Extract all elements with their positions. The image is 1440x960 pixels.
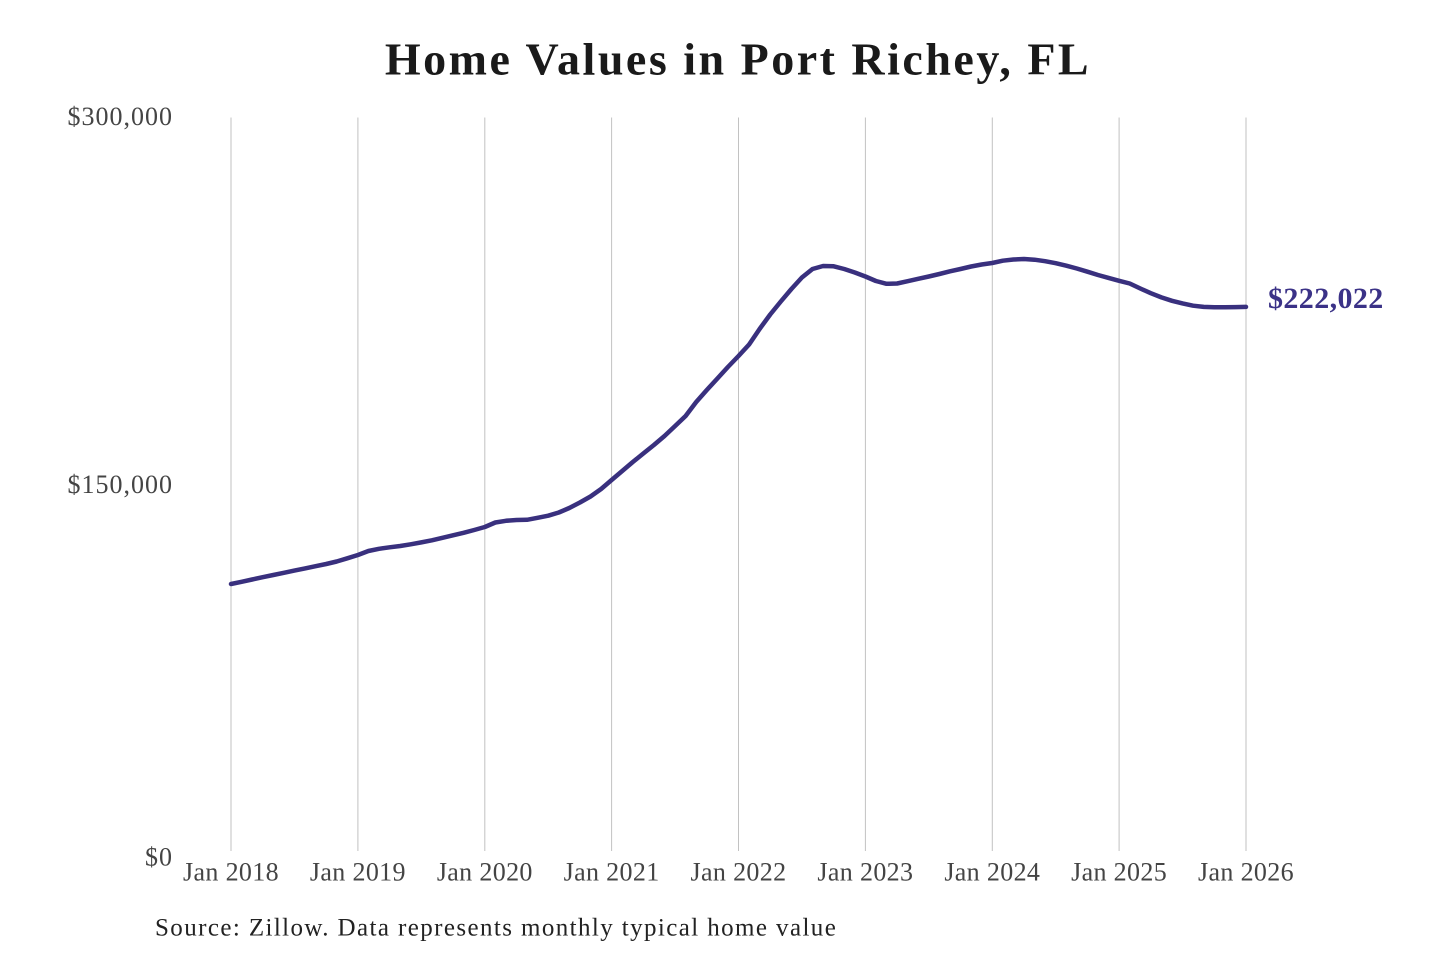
svg-text:Jan 2023: Jan 2023 [817,858,913,887]
svg-text:Jan 2021: Jan 2021 [564,858,660,887]
svg-text:$300,000: $300,000 [68,102,174,131]
svg-text:Jan 2019: Jan 2019 [310,858,406,887]
svg-text:Jan 2022: Jan 2022 [691,858,787,887]
svg-text:$222,022: $222,022 [1268,282,1384,315]
svg-text:$150,000: $150,000 [68,470,174,499]
svg-text:Jan 2020: Jan 2020 [437,858,533,887]
svg-text:Jan 2018: Jan 2018 [183,858,279,887]
svg-text:Source: Zillow. Data represent: Source: Zillow. Data represents monthly … [155,915,837,942]
svg-text:Jan 2025: Jan 2025 [1071,858,1167,887]
svg-text:Home Values in Port Richey, FL: Home Values in Port Richey, FL [385,34,1091,85]
svg-text:Jan 2026: Jan 2026 [1198,858,1294,887]
svg-text:Jan 2024: Jan 2024 [944,858,1040,887]
svg-text:$0: $0 [145,843,173,872]
